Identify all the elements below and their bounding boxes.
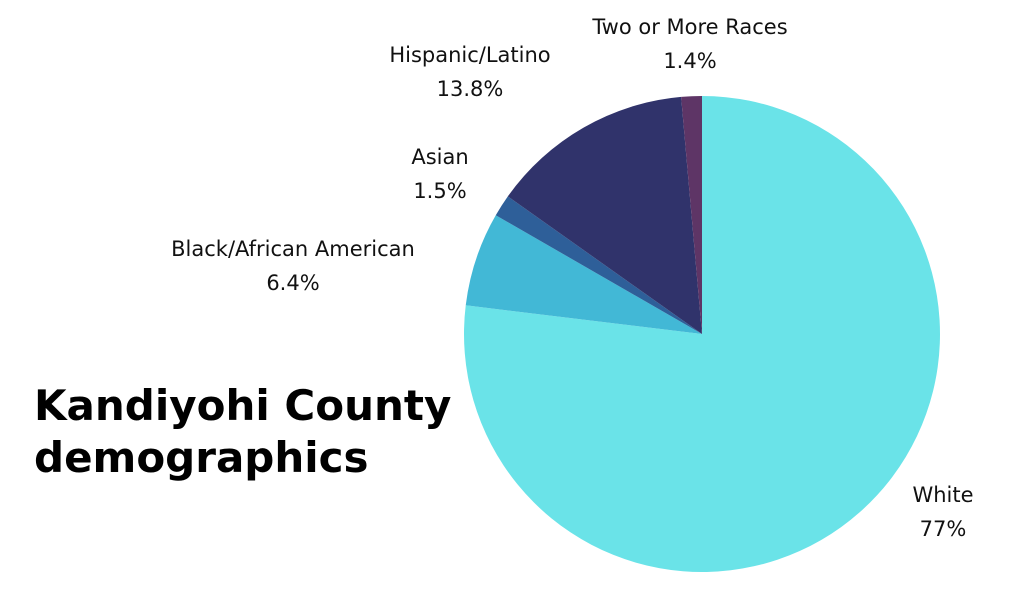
slice-value-label: 13.8% [437, 77, 504, 101]
slice-category-label: Asian [411, 145, 468, 169]
slice-category-label: White [912, 483, 973, 507]
slice-category-label: Black/African American [171, 237, 415, 261]
slice-category-label: Two or More Races [591, 15, 787, 39]
slice-category-label: Hispanic/Latino [389, 43, 550, 67]
slice-value-label: 1.4% [663, 49, 716, 73]
pie-slice [507, 96, 702, 334]
pie-slice [465, 215, 702, 334]
pie-slice [681, 96, 702, 334]
slice-value-label: 77% [920, 517, 967, 541]
pie-slice [464, 96, 941, 572]
slice-value-label: 1.5% [413, 179, 466, 203]
chart-title: Kandiyohi County demographics [34, 381, 452, 482]
slice-value-label: 6.4% [266, 271, 319, 295]
pie-slice [495, 196, 702, 334]
